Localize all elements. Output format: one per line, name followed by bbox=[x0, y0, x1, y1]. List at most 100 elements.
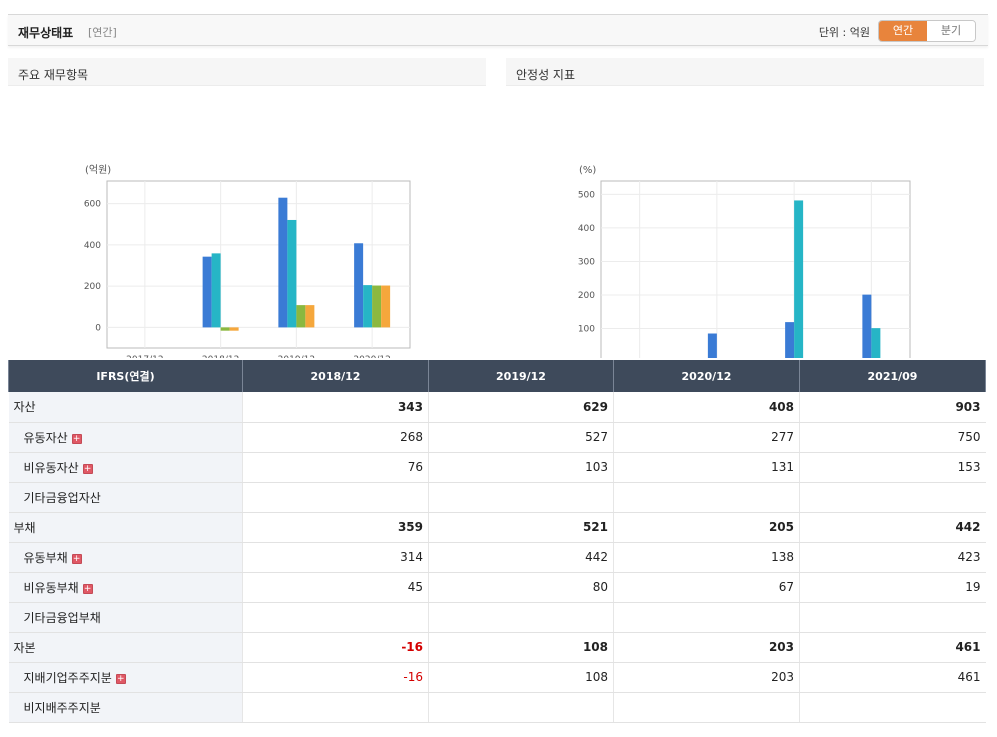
y-tick-label: 400 bbox=[578, 224, 595, 234]
period-label: [연간] bbox=[88, 26, 117, 39]
row-label-cell: 자산 bbox=[8, 392, 243, 423]
value-cell: 629 bbox=[428, 392, 614, 423]
row-label-cell: 자본 bbox=[8, 632, 243, 663]
value-cell: 203 bbox=[613, 632, 800, 663]
value-cell bbox=[613, 482, 800, 513]
value-cell: 750 bbox=[799, 422, 986, 453]
column-header: 2020/12 bbox=[613, 360, 800, 392]
expand-icon[interactable]: + bbox=[71, 433, 82, 444]
expand-icon[interactable]: + bbox=[82, 583, 93, 594]
value-cell bbox=[242, 602, 429, 633]
y-tick-label: 100 bbox=[578, 324, 595, 334]
value-cell: 527 bbox=[428, 422, 614, 453]
table-row: 기타금융업부채 bbox=[8, 602, 986, 633]
stability-panel: 안정성 지표 0100200300400500(%)2017/122018/12… bbox=[506, 58, 984, 358]
value-cell: 903 bbox=[799, 392, 986, 423]
value-cell: 80 bbox=[428, 572, 614, 603]
main-items-title: 주요 재무항목 bbox=[8, 58, 486, 86]
row-label: 자본 bbox=[13, 640, 36, 655]
bar-지배주주지분 bbox=[305, 305, 315, 328]
row-label-cell: 기타금융업부채 bbox=[8, 602, 243, 633]
expand-icon[interactable]: + bbox=[71, 553, 82, 564]
y-tick-label: 0 bbox=[95, 323, 101, 333]
value-cell bbox=[428, 602, 614, 633]
table-row: 비유동자산 +76 103 131 153 bbox=[8, 452, 986, 483]
table-row: 유동부채 +314 442 138 423 bbox=[8, 542, 986, 573]
bar-부채비율 bbox=[794, 200, 804, 358]
value-cell: 45 bbox=[242, 572, 429, 603]
row-label: 유동자산 bbox=[23, 430, 68, 445]
y-axis-unit: (%) bbox=[579, 165, 596, 176]
row-label: 지배기업주주지분 bbox=[23, 670, 112, 685]
quarterly-button[interactable]: 분기 bbox=[927, 21, 975, 41]
value-cell bbox=[799, 482, 986, 513]
expand-icon[interactable]: + bbox=[82, 463, 93, 474]
page-title: 재무상태표 bbox=[18, 26, 74, 40]
value-cell: 203 bbox=[613, 662, 800, 693]
bar-유동비율 bbox=[785, 322, 795, 358]
value-cell bbox=[242, 482, 429, 513]
value-cell: 408 bbox=[613, 392, 800, 423]
value-cell: 67 bbox=[613, 572, 800, 603]
row-label: 자산 bbox=[13, 400, 36, 415]
y-tick-label: 200 bbox=[578, 291, 595, 301]
value-cell: 268 bbox=[242, 422, 429, 453]
row-label-cell: 부채 bbox=[8, 512, 243, 543]
value-cell: 442 bbox=[799, 512, 986, 543]
bar-부채총계 bbox=[211, 253, 221, 328]
y-tick-label: 600 bbox=[84, 200, 101, 210]
bar-자본총계 bbox=[296, 305, 306, 328]
y-tick-label: 200 bbox=[84, 282, 101, 292]
row-label: 유동부채 bbox=[23, 550, 68, 565]
table-row: 비지배주주지분 bbox=[8, 692, 986, 723]
bar-부채총계 bbox=[363, 285, 373, 328]
x-tick-label: 2018/12 bbox=[202, 355, 239, 358]
balance-sheet-table: IFRS(연결) 2018/12 2019/12 2020/12 2021/09… bbox=[8, 360, 986, 723]
value-cell: -16 bbox=[242, 632, 429, 663]
table-row: 부채 359 521 205 442 bbox=[8, 512, 986, 543]
x-tick-label: 2020/12 bbox=[353, 355, 390, 358]
row-label: 비지배주주지분 bbox=[23, 700, 101, 715]
table-row: 비유동부채 +45 80 67 19 bbox=[8, 572, 986, 603]
value-cell bbox=[242, 692, 429, 723]
expand-icon[interactable]: + bbox=[115, 673, 126, 684]
y-tick-label: 500 bbox=[578, 190, 595, 200]
value-cell: 442 bbox=[428, 542, 614, 573]
value-cell: 461 bbox=[799, 632, 986, 663]
y-axis-unit: (억원) bbox=[85, 164, 111, 176]
value-cell bbox=[613, 692, 800, 723]
row-label: 기타금융업자산 bbox=[23, 490, 101, 505]
value-cell: 19 bbox=[799, 572, 986, 603]
column-header: IFRS(연결) bbox=[8, 360, 243, 392]
table-row: 기타금융업자산 bbox=[8, 482, 986, 513]
bar-자산총계 bbox=[202, 256, 212, 328]
annual-button[interactable]: 연간 bbox=[879, 21, 927, 41]
row-label-cell: 유동자산 + bbox=[8, 422, 243, 453]
table-row: 자본 -16 108 203 461 bbox=[8, 632, 986, 663]
bar-자본총계 bbox=[372, 285, 382, 328]
y-tick-label: 300 bbox=[578, 257, 595, 267]
table-header-row: IFRS(연결) 2018/12 2019/12 2020/12 2021/09 bbox=[8, 360, 986, 392]
bar-자본총계 bbox=[220, 327, 230, 331]
row-label-cell: 비유동자산 + bbox=[8, 452, 243, 483]
column-header: 2021/09 bbox=[799, 360, 986, 392]
value-cell: 153 bbox=[799, 452, 986, 483]
y-tick-label: 400 bbox=[84, 241, 101, 251]
row-label-cell: 비유동부채 + bbox=[8, 572, 243, 603]
value-cell bbox=[428, 482, 614, 513]
row-label: 부채 bbox=[13, 520, 36, 535]
value-cell: -16 bbox=[242, 662, 429, 693]
bar-지배주주지분 bbox=[229, 327, 239, 331]
table-row: 지배기업주주지분 + -16 108 203 461 bbox=[8, 662, 986, 693]
value-cell bbox=[799, 602, 986, 633]
value-cell: 521 bbox=[428, 512, 614, 543]
table-row: 유동자산 +268 527 277 750 bbox=[8, 422, 986, 453]
statement-header: 재무상태표 [연간] 단위 : 억원 연간 분기 bbox=[8, 14, 988, 46]
row-label-cell: 기타금융업자산 bbox=[8, 482, 243, 513]
value-cell bbox=[428, 692, 614, 723]
value-cell: 108 bbox=[428, 632, 614, 663]
row-label-cell: 지배기업주주지분 + bbox=[8, 662, 243, 693]
row-label-cell: 유동부채 + bbox=[8, 542, 243, 573]
value-cell: 205 bbox=[613, 512, 800, 543]
stability-title: 안정성 지표 bbox=[506, 58, 984, 86]
